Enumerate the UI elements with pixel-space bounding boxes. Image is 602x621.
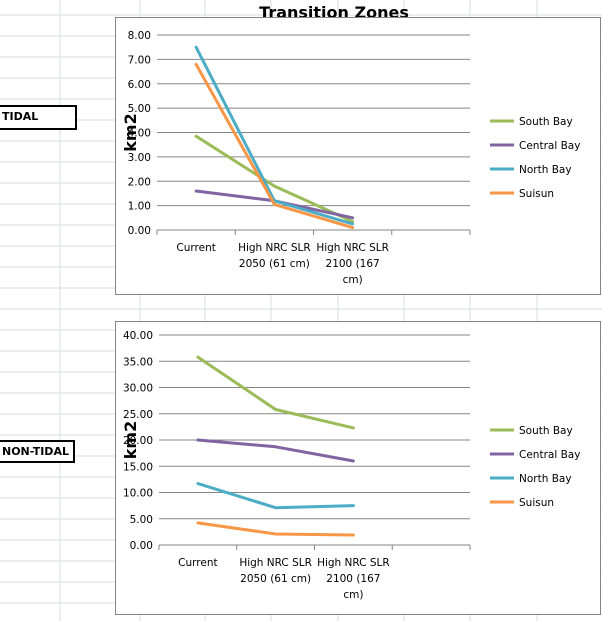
tidal-x-tick-label: High NRC SLR 2050 (61 cm)	[238, 242, 311, 270]
tidal-y-tick-label: 5.00	[128, 103, 151, 115]
tidal-x-tick-label: Current	[176, 242, 215, 254]
tidal-chart[interactable]: 0.00 1.00 2.00 3.00 4.00 5.00 6.00 7.00 8.00 Curr…	[115, 17, 601, 295]
tidal-y-axis-label: km2	[121, 113, 140, 151]
non-tidal-chart-svg: 0.00 5.00 10.00 15.00 20.00 25.00 30.00 35.00 40…	[121, 330, 580, 601]
non-tidal-y-tick-label: 30.00	[123, 383, 153, 395]
non-tidal-legend-label: Suisun	[519, 497, 554, 509]
tidal-series-line-north-bay	[194, 45, 355, 226]
non-tidal-series-line-south-bay	[196, 355, 355, 430]
tidal-y-tick-label: 4.00	[128, 128, 151, 140]
tidal-y-tick-label: 8.00	[128, 30, 151, 42]
non-tidal-x-tick-label: Current	[178, 557, 217, 569]
tidal-y-tick-label: 0.00	[128, 225, 151, 237]
non-tidal-series-line-north-bay	[196, 482, 355, 510]
tidal-y-tick-label: 6.00	[128, 79, 151, 91]
non-tidal-y-tick-label: 35.00	[123, 356, 153, 368]
non-tidal-y-tick-label: 40.00	[123, 330, 153, 342]
tidal-y-tick-label: 7.00	[128, 54, 151, 66]
non-tidal-legend-label: North Bay	[519, 473, 572, 485]
non-tidal-series-line-central-bay	[196, 438, 355, 463]
non-tidal-y-tick-label: 0.00	[130, 540, 153, 552]
non-tidal-y-tick-label: 15.00	[123, 461, 153, 473]
non-tidal-legend-label: Central Bay	[519, 449, 580, 461]
non-tidal-x-tick-label: High NRC SLR 2050 (61 cm)	[239, 557, 312, 585]
tidal-legend-label: South Bay	[519, 116, 573, 128]
tidal-y-tick-label: 1.00	[128, 201, 151, 213]
tidal-series-line-suisun	[194, 62, 355, 230]
tidal-y-tick-label: 3.00	[128, 152, 151, 164]
non-tidal-x-tick-label: High NRC SLR 2100 (167 cm)	[317, 557, 390, 601]
tidal-label-cell[interactable]: TIDAL	[0, 105, 77, 130]
non-tidal-series-line-suisun	[196, 521, 355, 537]
non-tidal-legend-label: South Bay	[519, 425, 573, 437]
tidal-chart-svg: 0.00 1.00 2.00 3.00 4.00 5.00 6.00 7.00 8.00 Curr…	[121, 30, 580, 286]
tidal-y-tick-label: 2.00	[128, 176, 151, 188]
non-tidal-chart[interactable]: 0.00 5.00 10.00 15.00 20.00 25.00 30.00 35.00 40…	[115, 321, 601, 615]
non-tidal-y-tick-label: 25.00	[123, 409, 153, 421]
non-tidal-label-cell[interactable]: NON-TIDAL	[0, 440, 75, 463]
non-tidal-y-tick-label: 10.00	[123, 488, 153, 500]
non-tidal-y-tick-label: 20.00	[123, 435, 153, 447]
tidal-legend-label: Central Bay	[519, 140, 580, 152]
tidal-series-line-south-bay	[194, 134, 355, 223]
non-tidal-y-tick-label: 5.00	[130, 514, 153, 526]
non-tidal-y-axis-label: km2	[121, 421, 140, 459]
tidal-legend-label: Suisun	[519, 188, 554, 200]
tidal-x-tick-label: High NRC SLR 2100 (167 cm)	[316, 242, 389, 286]
tidal-legend-label: North Bay	[519, 164, 572, 176]
